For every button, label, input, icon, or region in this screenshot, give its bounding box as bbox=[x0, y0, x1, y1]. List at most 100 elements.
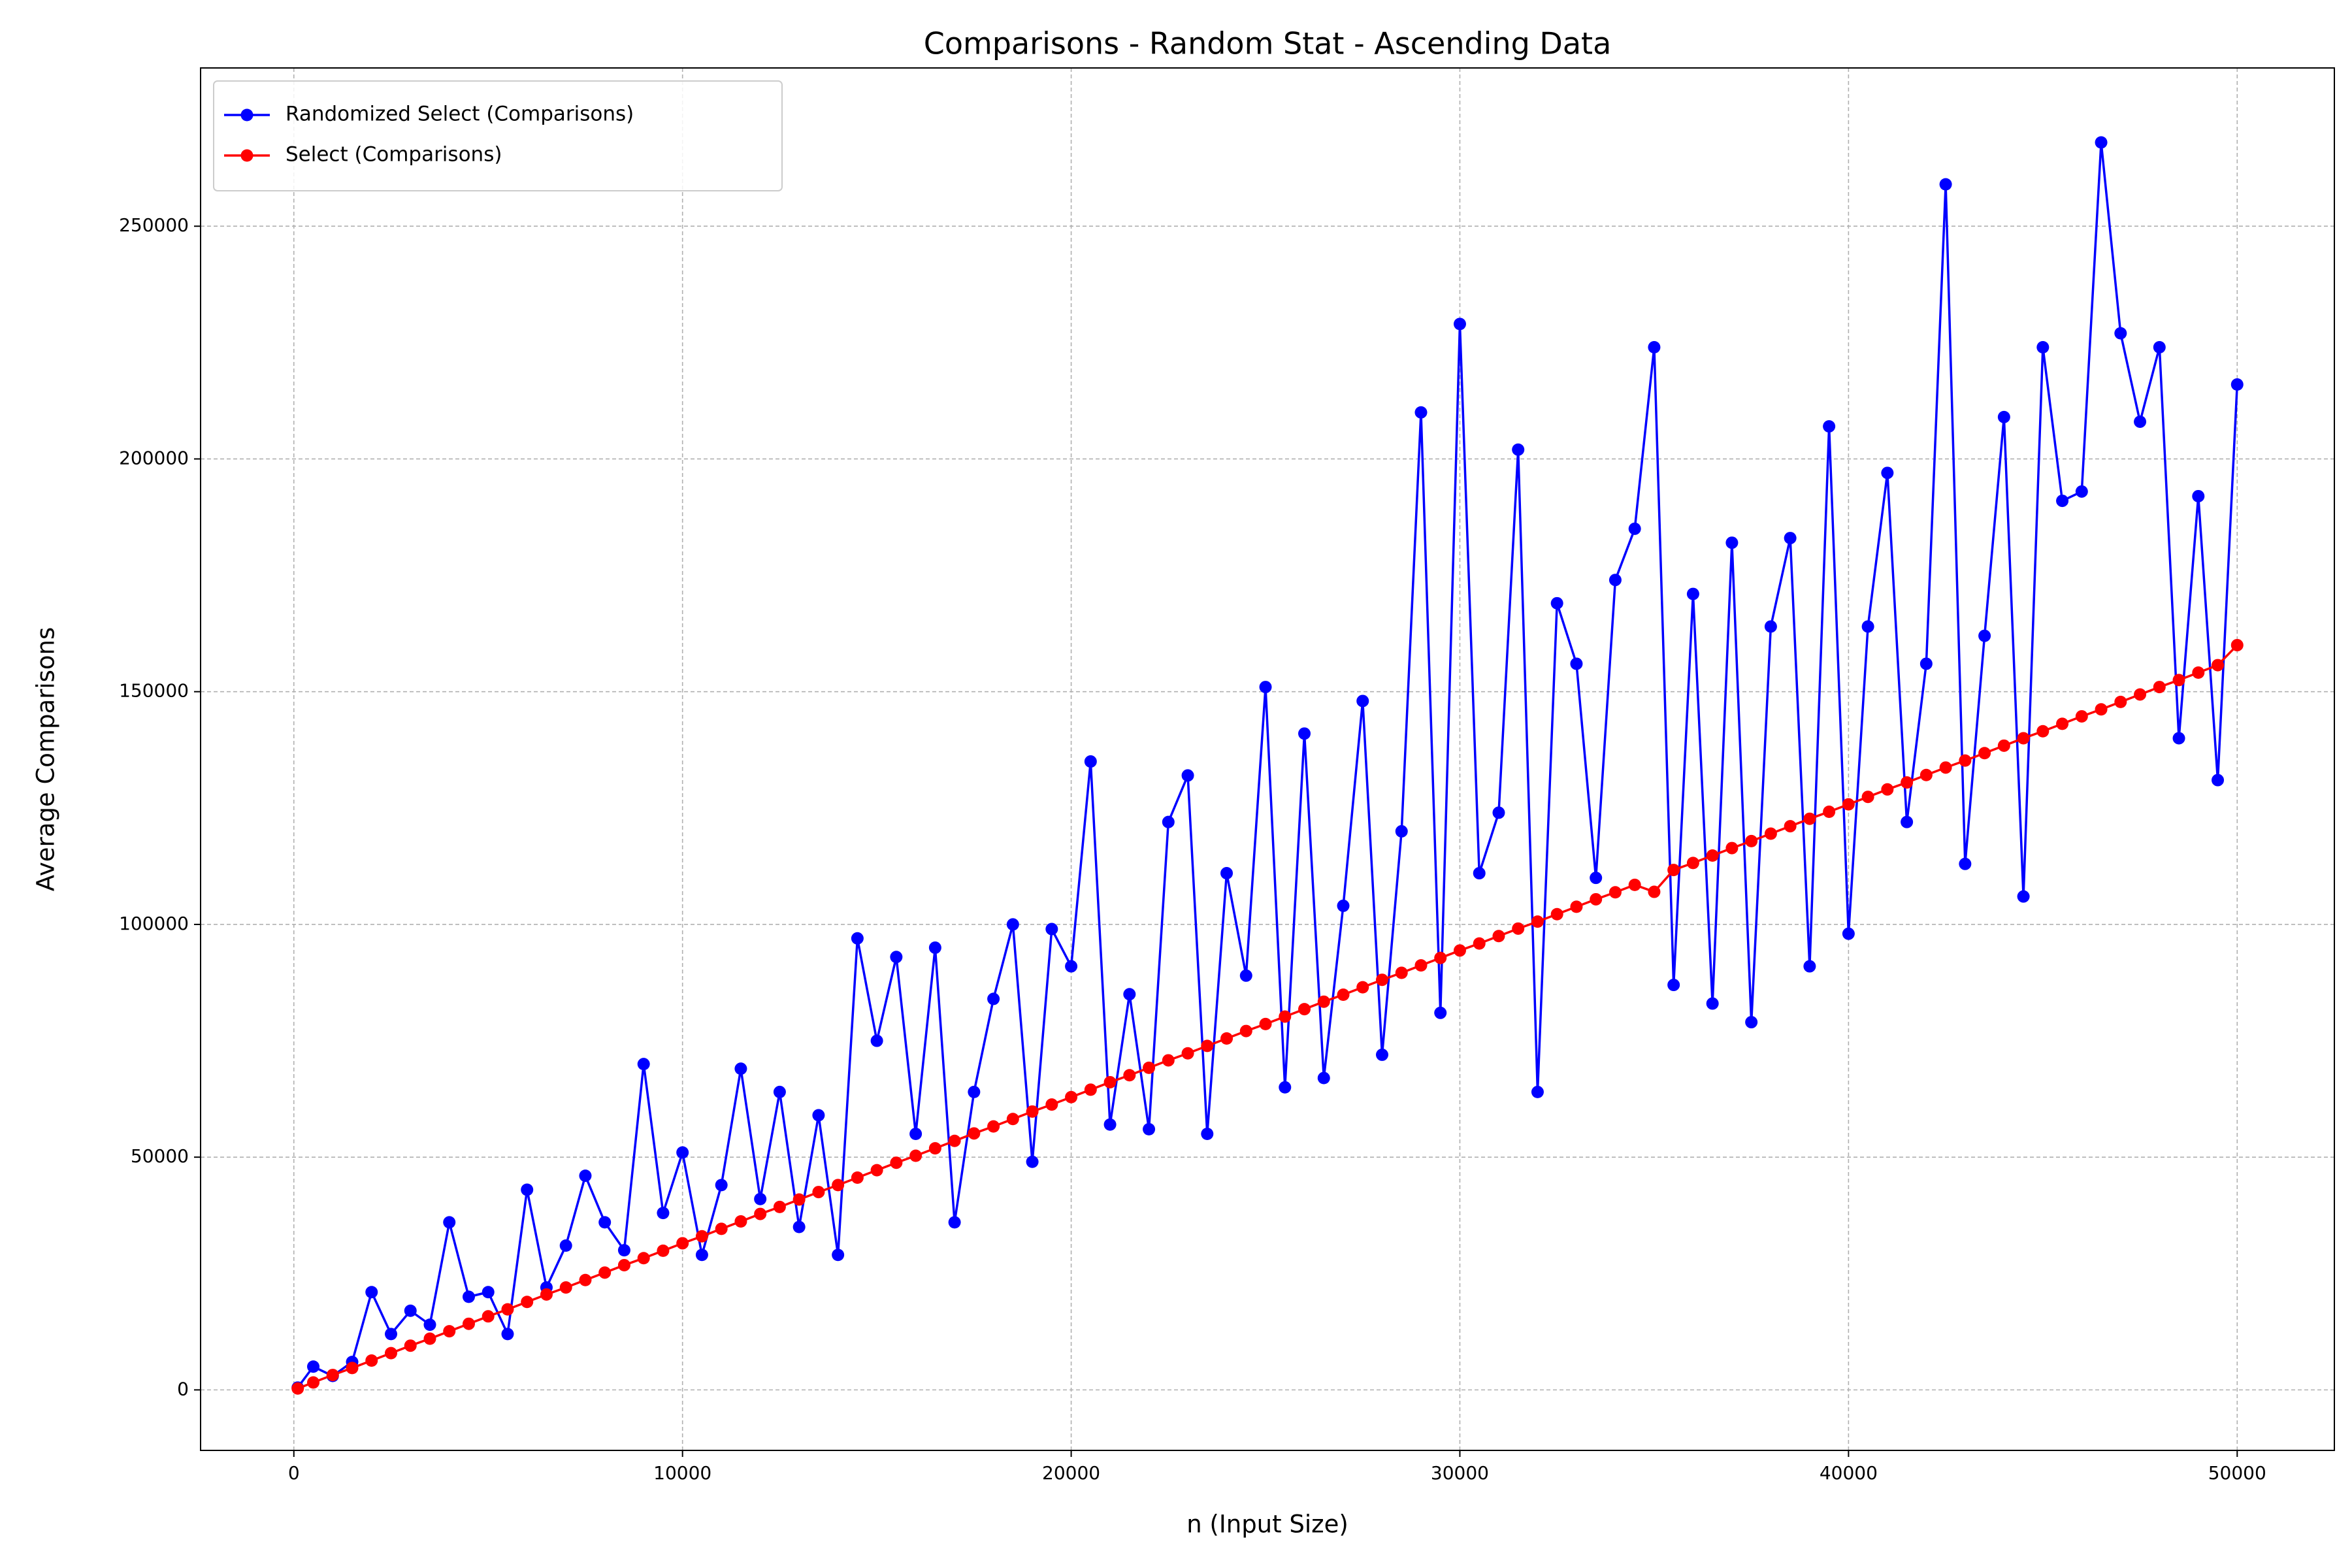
y-tick-label: 200000 bbox=[119, 447, 189, 468]
data-point bbox=[521, 1296, 534, 1309]
data-point bbox=[307, 1376, 320, 1389]
data-point bbox=[1492, 806, 1505, 819]
y-tick-label: 250000 bbox=[119, 214, 189, 236]
data-point bbox=[1628, 878, 1641, 891]
data-point bbox=[812, 1109, 825, 1122]
data-point bbox=[1978, 747, 1991, 760]
data-point bbox=[2212, 659, 2225, 672]
data-point bbox=[1162, 815, 1175, 828]
data-point bbox=[695, 1230, 708, 1243]
data-point bbox=[1453, 944, 1466, 957]
data-point bbox=[1123, 988, 1136, 1001]
data-point bbox=[1823, 420, 1836, 433]
data-point bbox=[1959, 754, 1972, 767]
data-point bbox=[1356, 981, 1369, 994]
data-point bbox=[676, 1237, 689, 1250]
y-tick-label: 150000 bbox=[119, 680, 189, 702]
data-point bbox=[1045, 1098, 1058, 1111]
data-point bbox=[1279, 1081, 1292, 1094]
x-tick-label: 50000 bbox=[2208, 1462, 2266, 1484]
data-point bbox=[1745, 1016, 1758, 1029]
data-point bbox=[812, 1186, 825, 1199]
data-point bbox=[1084, 755, 1097, 768]
data-point bbox=[2075, 485, 2088, 498]
data-point bbox=[2017, 890, 2030, 903]
data-point bbox=[2095, 703, 2108, 716]
data-point bbox=[1201, 1039, 1214, 1053]
data-point bbox=[1706, 849, 1719, 862]
data-point bbox=[1725, 536, 1739, 549]
data-point bbox=[443, 1325, 456, 1338]
data-point bbox=[715, 1179, 728, 1192]
data-point bbox=[501, 1303, 514, 1316]
data-point bbox=[1745, 834, 1758, 847]
data-point bbox=[1570, 657, 1583, 670]
data-point bbox=[307, 1360, 320, 1373]
data-point bbox=[1259, 681, 1272, 694]
data-point bbox=[1317, 1071, 1330, 1085]
data-point bbox=[1026, 1155, 1039, 1168]
legend-label: Select (Comparisons) bbox=[286, 143, 502, 167]
data-point bbox=[1375, 973, 1388, 987]
data-point bbox=[1220, 867, 1233, 880]
data-point bbox=[695, 1249, 708, 1262]
y-axis-label: Average Comparisons bbox=[32, 627, 60, 892]
data-point bbox=[1298, 1003, 1311, 1016]
data-point bbox=[1590, 872, 1603, 885]
data-point bbox=[1901, 815, 1914, 828]
data-point bbox=[2114, 695, 2127, 708]
data-point bbox=[1997, 410, 2010, 423]
data-point bbox=[1550, 907, 1563, 921]
data-point bbox=[404, 1304, 417, 1317]
data-point bbox=[792, 1220, 806, 1233]
data-point bbox=[2172, 674, 2185, 687]
data-point bbox=[1065, 960, 1078, 973]
data-point bbox=[2095, 136, 2108, 149]
data-point bbox=[715, 1222, 728, 1235]
data-point bbox=[1686, 857, 1699, 870]
data-point bbox=[326, 1369, 339, 1382]
data-point bbox=[1434, 1006, 1447, 1019]
data-point bbox=[1531, 1085, 1544, 1098]
data-point bbox=[1084, 1083, 1097, 1096]
data-point bbox=[291, 1382, 304, 1395]
data-point bbox=[773, 1085, 786, 1098]
data-point bbox=[1784, 820, 1797, 833]
data-point bbox=[1764, 827, 1777, 840]
data-point bbox=[987, 1120, 1000, 1133]
legend-label: Randomized Select (Comparisons) bbox=[286, 103, 634, 126]
data-point bbox=[1706, 997, 1719, 1010]
data-point bbox=[1901, 776, 1914, 789]
data-point bbox=[1220, 1032, 1233, 1045]
data-point bbox=[734, 1062, 747, 1075]
data-point bbox=[2056, 495, 2069, 508]
data-point bbox=[1803, 960, 1816, 973]
legend: Randomized Select (Comparisons) Select (C… bbox=[213, 80, 783, 191]
data-point bbox=[579, 1273, 592, 1286]
data-point bbox=[1570, 900, 1583, 913]
data-point bbox=[559, 1239, 572, 1252]
y-tick-label: 0 bbox=[177, 1378, 189, 1399]
data-point bbox=[1337, 988, 1350, 1002]
data-point bbox=[968, 1085, 981, 1098]
x-axis-label: n (Input Size) bbox=[1186, 1511, 1348, 1539]
data-point bbox=[1590, 892, 1603, 906]
data-point bbox=[1648, 885, 1661, 898]
data-point bbox=[909, 1149, 923, 1162]
data-point bbox=[1492, 930, 1505, 943]
data-point bbox=[851, 932, 864, 945]
data-point bbox=[462, 1317, 475, 1330]
chart-title: Comparisons - Random Stat - Ascending Da… bbox=[924, 26, 1612, 61]
data-point bbox=[1842, 927, 1855, 940]
data-point bbox=[1861, 620, 1874, 633]
data-point bbox=[1978, 629, 1991, 642]
data-point bbox=[2153, 340, 2166, 353]
data-point bbox=[1279, 1010, 1292, 1023]
data-point bbox=[2134, 688, 2147, 701]
data-point bbox=[1395, 966, 1408, 979]
data-point bbox=[1823, 806, 1836, 819]
data-point bbox=[385, 1347, 398, 1360]
data-point bbox=[1434, 951, 1447, 964]
data-point bbox=[2056, 717, 2069, 730]
